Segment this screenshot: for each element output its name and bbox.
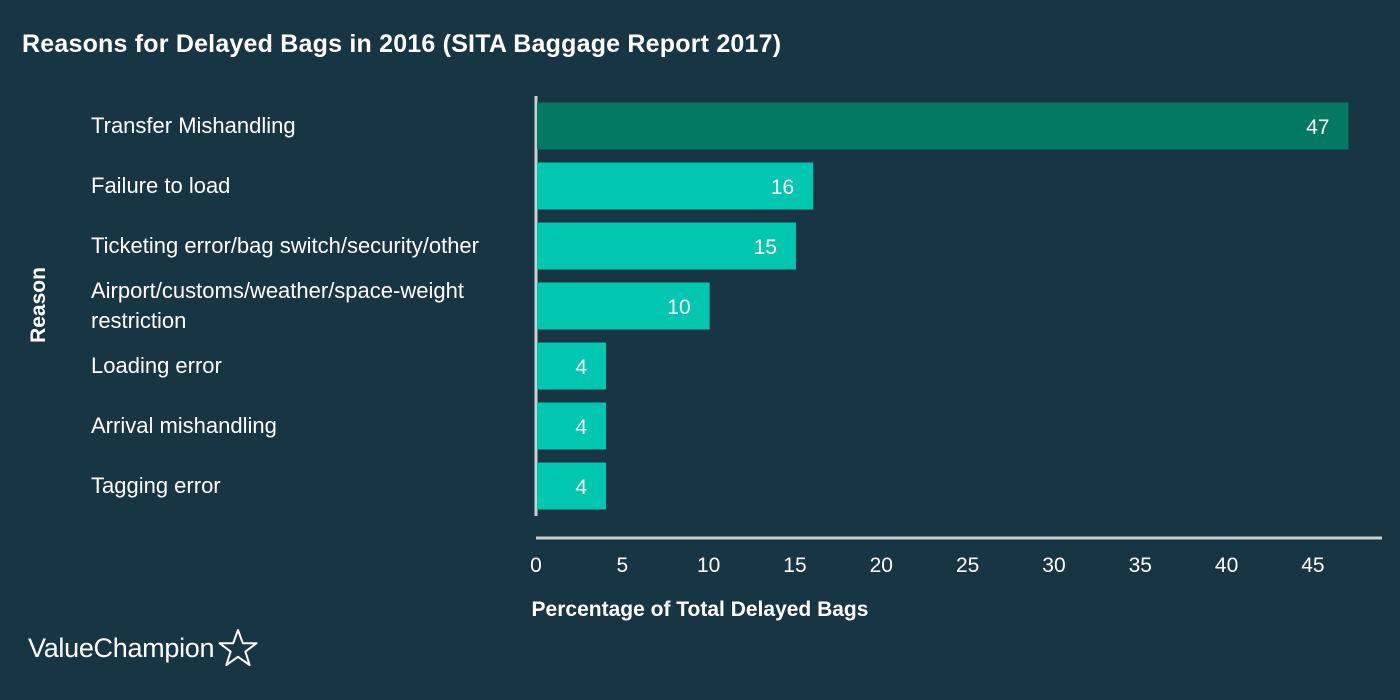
x-tick-label: 10	[697, 554, 720, 577]
bar	[537, 462, 607, 510]
brand-logo: ValueChampion	[28, 628, 258, 668]
chart-title: Reasons for Delayed Bags in 2016 (SITA B…	[22, 30, 782, 58]
bar-value-label: 4	[575, 416, 587, 439]
x-tick-label: 30	[1042, 554, 1065, 577]
bar-value-label: 4	[575, 476, 587, 499]
bar-value-label: 10	[667, 296, 690, 319]
x-axis-label: Percentage of Total Delayed Bags	[531, 598, 869, 621]
bar-value-label: 16	[771, 176, 794, 199]
x-tick-label: 20	[870, 554, 893, 577]
bar	[537, 282, 710, 330]
star-outline-icon	[218, 629, 258, 666]
x-tick-label: 35	[1129, 554, 1152, 577]
x-tick-label: 0	[530, 554, 542, 577]
category-label: Arrival mishandling	[91, 413, 277, 438]
bar	[537, 162, 814, 210]
category-label: Ticketing error/bag switch/security/othe…	[91, 233, 479, 258]
logo-text: ValueChampion	[28, 632, 215, 663]
bar	[537, 102, 1349, 150]
category-label: Transfer Mishandling	[91, 113, 296, 138]
x-tick-label: 25	[956, 554, 979, 577]
x-tick-label: 5	[616, 554, 628, 577]
x-tick-label: 45	[1301, 554, 1324, 577]
category-label: Tagging error	[91, 473, 221, 498]
bar-value-label: 15	[754, 236, 777, 259]
bar	[537, 402, 607, 450]
bar	[537, 342, 607, 390]
bar	[537, 222, 796, 270]
x-tick-label: 15	[783, 554, 806, 577]
bar-value-label: 47	[1306, 116, 1329, 139]
bar-value-label: 4	[575, 356, 587, 379]
category-label: Failure to load	[91, 173, 231, 198]
category-label: Airport/customs/weather/space-weight res…	[91, 278, 464, 333]
x-tick-label: 40	[1215, 554, 1238, 577]
category-label: Loading error	[91, 353, 222, 378]
